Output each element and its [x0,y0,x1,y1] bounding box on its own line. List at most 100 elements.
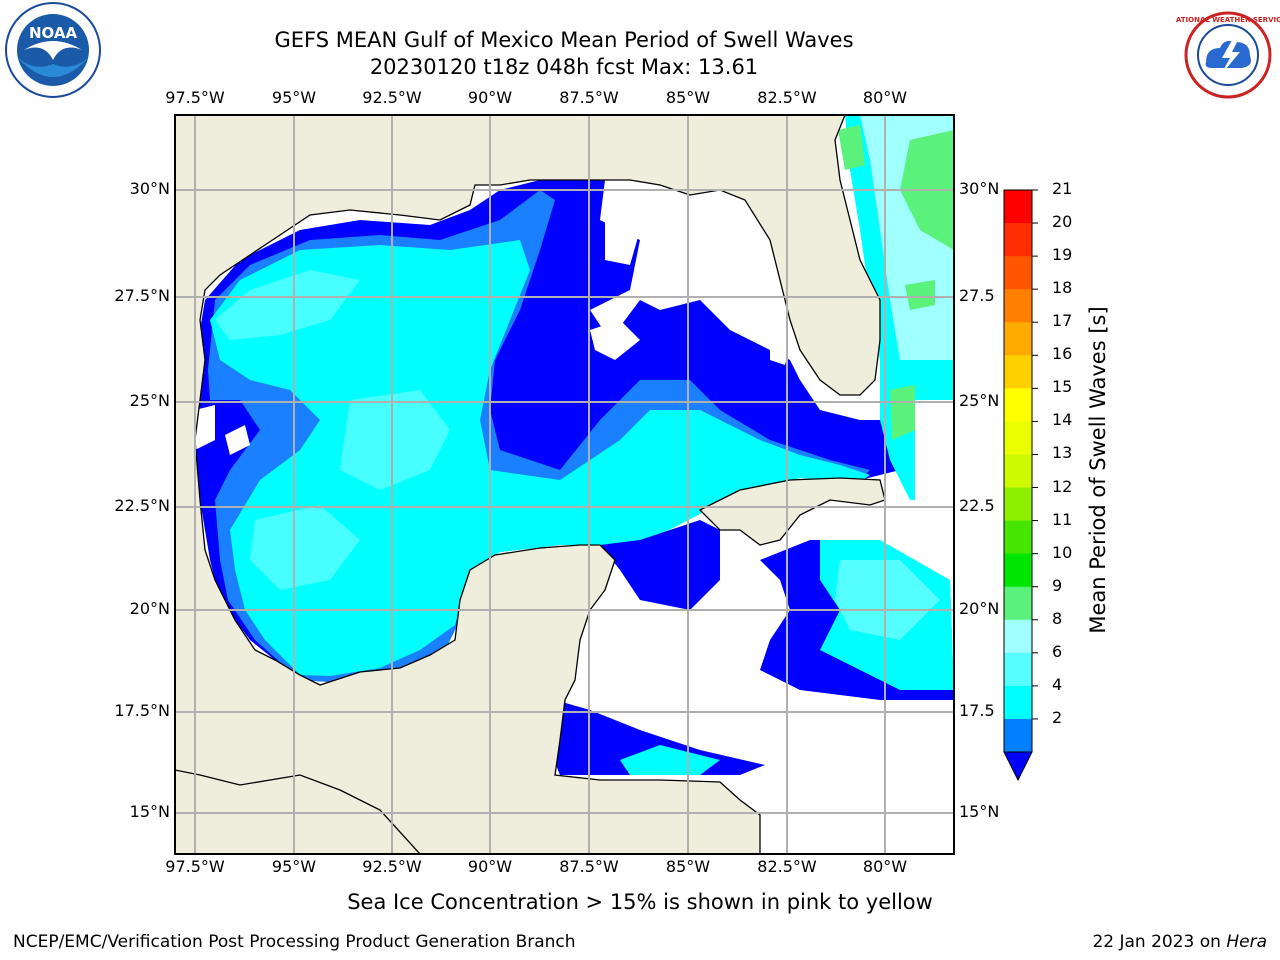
longitude-label: 85°W [665,88,711,107]
gulf-light-cyan-patch [250,505,360,590]
longitude-label: 97.5°W [165,857,225,876]
graticule [175,115,954,854]
colorbar-tick-label: 10 [1052,542,1073,562]
atlantic-green-patch [905,280,935,310]
colorbar-tick-label: 16 [1052,344,1073,364]
colorbar-segment [1004,421,1032,455]
colorbar-segment [1004,619,1032,654]
colorbar-tick-label: 14 [1052,410,1073,430]
missing-data-area [605,200,640,265]
colorbar-tick-label: 17 [1052,311,1073,331]
latitude-label: 22.5°N [114,496,170,515]
colorbar-tick-label: 2 [1052,707,1063,727]
latitude-label: 30°N [959,179,1000,198]
colorbar-segment [1004,223,1032,257]
latitude-label: 17.5 [959,701,995,720]
caribbean-deep-blue-region [600,520,720,610]
longitude-label: 90°W [467,857,513,876]
colorbar-segment [1004,454,1032,489]
colorbar-tick-label: 12 [1052,476,1073,496]
map-subtitle: 20230120 t18z 048h fcst Max: 13.61 [369,55,759,79]
latitude-label: 15°N [959,802,1000,821]
caribbean-light-cyan-patch [835,560,940,640]
colorbar-title: Mean Period of Swell Waves [s] [1086,306,1110,634]
longitude-label: 92.5°W [362,88,422,107]
longitude-label: 87.5°W [559,857,619,876]
footer-host: Hera [1226,932,1267,952]
map-frame [174,114,955,855]
gulf-light-cyan-patch [215,270,360,340]
missing-data-area [770,340,790,365]
footer-date-text: 22 Jan 2023 on [1092,932,1227,952]
latitude-label: 27.5 [959,286,995,305]
missing-data-area [195,405,215,450]
colorbar-tick-label: 18 [1052,278,1073,298]
longitude-label: 92.5°W [362,857,422,876]
longitude-label: 90°W [467,88,513,107]
latitude-label: 27.5°N [114,286,170,305]
nws-logo: NATIONAL WEATHER SERVICE [1176,11,1280,99]
missing-data-area [590,320,640,360]
latitude-label: 25°N [959,391,1000,410]
colorbar-segment [1004,190,1032,224]
latitude-label: 22.5 [959,496,995,515]
colorbar-extend-arrow [1003,751,1033,782]
longitude-label: 80°W [862,88,908,107]
colorbar-segment [1004,685,1032,720]
missing-data-area [915,400,954,500]
colorbar-frame [1003,189,1033,753]
caribbean-deep-blue-region [550,700,765,775]
atlantic-green-patch [890,385,915,440]
atlantic-green-patch [838,125,865,170]
land-north-america [175,115,954,854]
colorbar-tick-label: 13 [1052,443,1073,463]
colorbar-segment [1004,487,1032,522]
colorbar-tick-label: 4 [1052,674,1063,694]
noaa-logo: NOAA [5,2,101,98]
colorbar-tick-label: 15 [1052,377,1073,397]
longitude-label: 85°W [665,857,711,876]
caribbean-cyan-patch [620,745,720,775]
colorbar-segment [1004,256,1032,290]
colorbar-segment [1004,520,1032,555]
longitude-label: 82.5°W [757,88,817,107]
latitude-label: 15°N [129,802,170,821]
colorbar-tick-label: 11 [1052,509,1073,529]
longitude-label: 95°W [271,857,317,876]
svg-text:NOAA: NOAA [29,24,78,42]
colorbar-segment [1004,388,1032,422]
gulf-cyan-region [210,240,870,676]
longitude-label: 97.5°W [165,88,225,107]
colorbar-tick-label: 9 [1052,575,1063,595]
longitude-label: 95°W [271,88,317,107]
latitude-label: 30°N [129,179,170,198]
longitude-label: 80°W [862,857,908,876]
colorbar-segment [1004,289,1032,323]
latitude-label: 20°N [959,599,1000,618]
footer-date: 22 Jan 2023 on Hera [1092,932,1267,952]
colorbar-segment [1004,322,1032,356]
land-cuba [698,477,886,546]
colorbar-segment [1004,355,1032,389]
colorbar-segment [1004,652,1032,687]
colorbar-tick-label: 6 [1052,641,1063,661]
sea-ice-note: Sea Ice Concentration > 15% is shown in … [347,890,933,914]
svg-text:NATIONAL WEATHER SERVICE: NATIONAL WEATHER SERVICE [1176,16,1280,24]
colorbar-tick-label: 21 [1052,179,1073,198]
colorbar-segment [1004,586,1032,621]
missing-data-area [225,425,250,455]
footer-organization: NCEP/EMC/Verification Post Processing Pr… [13,932,576,952]
colorbar-tick-label: 8 [1052,608,1063,628]
latitude-label: 25°N [129,391,170,410]
longitude-label: 82.5°W [757,857,817,876]
longitude-label: 87.5°W [559,88,619,107]
map-title: GEFS MEAN Gulf of Mexico Mean Period of … [274,28,854,52]
colorbar-segment [1004,553,1032,588]
gulf-light-cyan-patch [340,390,450,490]
latitude-label: 17.5°N [114,701,170,720]
colorbar-tick-label: 20 [1052,212,1073,232]
colorbar-segment [1004,718,1032,753]
colorbar [1003,189,1038,782]
latitude-label: 20°N [129,599,170,618]
